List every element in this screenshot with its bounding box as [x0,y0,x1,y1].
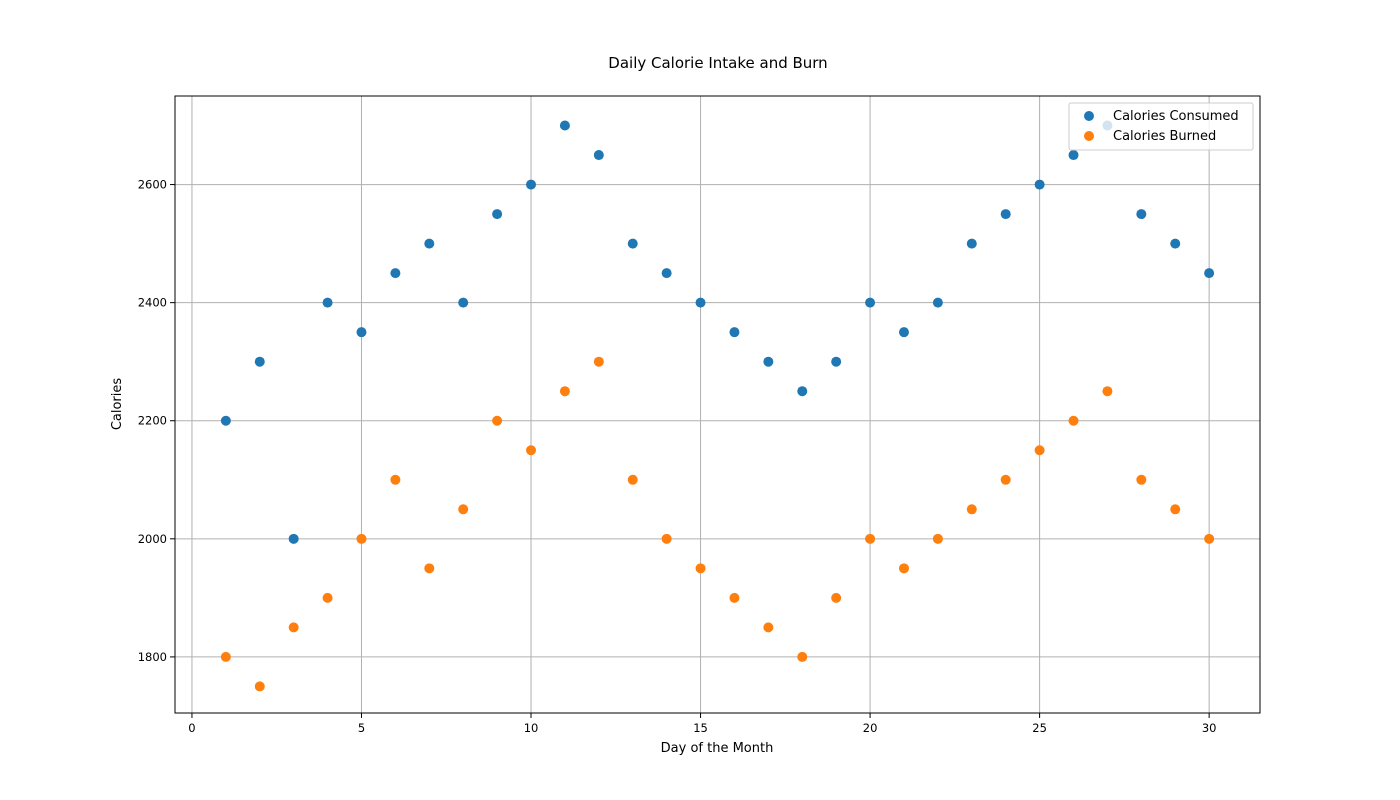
data-point [898,327,909,338]
data-point [220,651,231,662]
data-point [526,445,537,456]
data-point [661,533,672,544]
data-point [1068,415,1079,426]
data-point [966,238,977,249]
data-point [593,150,604,161]
data-point [424,563,435,574]
data-point [1204,533,1215,544]
data-point [220,415,231,426]
x-tick-label: 10 [524,721,539,735]
data-point [1068,150,1079,161]
data-point [254,356,265,367]
legend-marker-burned [1084,131,1094,141]
legend-label-burned: Calories Burned [1113,129,1216,144]
data-point [932,533,943,544]
data-point [492,209,503,220]
y-axis-label: Calories [110,378,125,431]
data-point [1034,445,1045,456]
x-tick-label: 30 [1202,721,1217,735]
data-point [661,268,672,279]
data-point [254,681,265,692]
data-point [1102,386,1113,397]
x-tick-label: 25 [1032,721,1047,735]
data-point [356,327,367,338]
data-point [356,533,367,544]
data-point [932,297,943,308]
plot-area-frame [174,95,1261,714]
legend: Calories Consumed Calories Burned [1068,102,1254,151]
data-point [424,238,435,249]
data-point [1034,179,1045,190]
grid [175,96,1260,713]
axis-ticks: 0 5 10 15 20 25 30 1800 2000 2200 2400 2600 [138,178,1217,735]
data-point [322,592,333,603]
chart-title: Daily Calorie Intake and Burn [608,54,827,72]
data-point [966,504,977,515]
x-tick-label: 0 [188,721,195,735]
data-point [526,179,537,190]
legend-label-consumed: Calories Consumed [1113,109,1239,124]
data-point [729,592,740,603]
series-burned [220,356,1215,692]
series-consumed [220,120,1215,544]
x-axis-label: Day of the Month [661,741,774,756]
data-point [695,297,706,308]
data-point [627,238,638,249]
data-point [559,120,570,131]
data-point [559,386,570,397]
data-point [390,474,401,485]
y-tick-label: 1800 [138,650,167,664]
data-point [322,297,333,308]
data-point [898,563,909,574]
data-point [627,474,638,485]
y-tick-label: 2400 [138,296,167,310]
data-points [220,120,1215,692]
data-point [831,356,842,367]
y-tick-label: 2600 [138,178,167,192]
data-point [593,356,604,367]
data-point [1000,209,1011,220]
y-tick-label: 2200 [138,414,167,428]
data-point [288,533,299,544]
data-point [1000,474,1011,485]
data-point [763,356,774,367]
data-point [1136,209,1147,220]
data-point [492,415,503,426]
data-point [797,651,808,662]
data-point [1170,504,1181,515]
data-point [1204,268,1215,279]
data-point [695,563,706,574]
data-point [729,327,740,338]
data-point [831,592,842,603]
data-point [1170,238,1181,249]
x-tick-label: 20 [863,721,878,735]
x-tick-label: 15 [693,721,708,735]
data-point [390,268,401,279]
data-point [288,622,299,633]
y-tick-label: 2000 [138,532,167,546]
x-tick-label: 5 [358,721,365,735]
legend-marker-consumed [1084,111,1094,121]
data-point [458,504,469,515]
data-point [865,297,876,308]
legend-box [1068,102,1254,151]
data-point [763,622,774,633]
data-point [1136,474,1147,485]
data-point [797,386,808,397]
data-point [865,533,876,544]
data-point [458,297,469,308]
